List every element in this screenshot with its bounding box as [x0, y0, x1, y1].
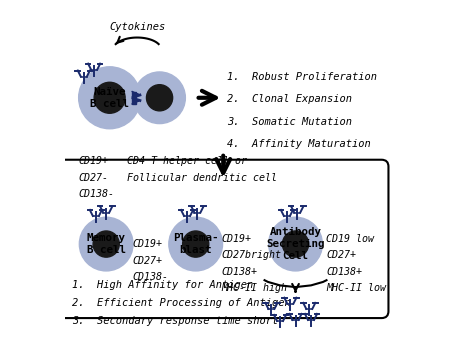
Text: CD19+: CD19+	[132, 239, 162, 249]
Circle shape	[169, 217, 222, 271]
Text: CD27bright: CD27bright	[221, 251, 282, 261]
Circle shape	[79, 217, 133, 271]
Circle shape	[134, 72, 185, 124]
Text: CD27+: CD27+	[132, 256, 162, 265]
Text: 3.  Somatic Mutation: 3. Somatic Mutation	[227, 117, 352, 127]
Circle shape	[269, 217, 322, 271]
Text: CD138-: CD138-	[132, 272, 168, 282]
Bar	[132, 92, 137, 97]
Text: 3.  Secondary response time short: 3. Secondary response time short	[72, 316, 278, 326]
Text: MHC-II high: MHC-II high	[221, 283, 288, 294]
Text: CD138+: CD138+	[327, 267, 363, 277]
Text: 1.  Robust Proliferation: 1. Robust Proliferation	[227, 72, 377, 82]
Text: Antibody
Secreting
Cell: Antibody Secreting Cell	[266, 227, 325, 261]
Circle shape	[182, 231, 209, 257]
Bar	[132, 99, 137, 104]
Text: Cytokines: Cytokines	[109, 22, 165, 32]
Text: Memory
B cell: Memory B cell	[87, 233, 126, 255]
Circle shape	[93, 231, 119, 257]
Circle shape	[94, 82, 125, 113]
Text: CD19+: CD19+	[79, 156, 109, 167]
Text: 2.  Efficient Processing of Antigen: 2. Efficient Processing of Antigen	[72, 298, 291, 308]
Text: CD19 low: CD19 low	[327, 234, 374, 244]
Text: 4.  Affinity Maturation: 4. Affinity Maturation	[227, 139, 370, 149]
Text: Follicular dendritic cell: Follicular dendritic cell	[127, 173, 277, 183]
Text: Plasma-
blast: Plasma- blast	[173, 233, 219, 255]
Circle shape	[283, 231, 309, 257]
Circle shape	[79, 67, 141, 129]
Text: 1.  High Affinity for Antigen: 1. High Affinity for Antigen	[72, 280, 253, 290]
Circle shape	[146, 85, 173, 111]
Text: CD138+: CD138+	[221, 267, 257, 277]
Text: Naïve
B cell: Naïve B cell	[90, 87, 129, 109]
Text: CD138-: CD138-	[79, 189, 115, 200]
Text: CD4 T helper cell or: CD4 T helper cell or	[127, 156, 247, 167]
Text: CD27+: CD27+	[327, 251, 356, 261]
Text: MHC-II low: MHC-II low	[327, 283, 386, 294]
Text: 2.  Clonal Expansion: 2. Clonal Expansion	[227, 94, 352, 104]
Text: CD19+: CD19+	[221, 234, 252, 244]
Text: CD27-: CD27-	[79, 173, 109, 183]
